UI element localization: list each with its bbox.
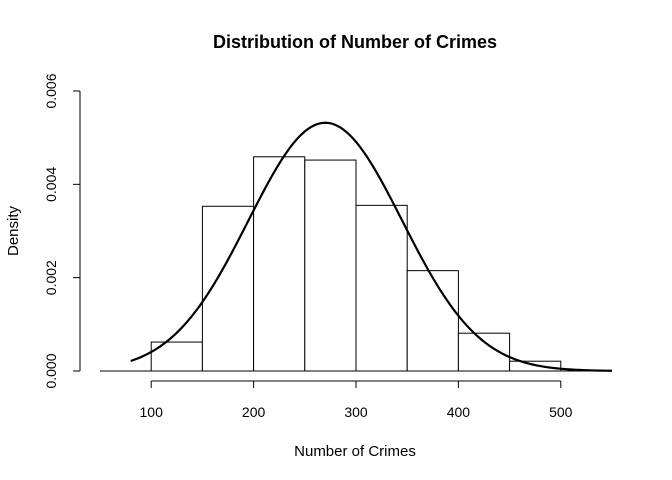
y-tick-label-0.002: 0.002	[43, 260, 59, 295]
x-tick-label-400: 400	[447, 404, 471, 420]
chart-title: Distribution of Number of Crimes	[213, 32, 497, 52]
y-axis-label: Density	[5, 205, 22, 256]
y-tick-label-0.004: 0.004	[43, 167, 59, 202]
histogram-bar-250-300	[304, 159, 357, 372]
density-curve	[130, 121, 613, 372]
y-tick-label-0.000: 0.000	[43, 353, 59, 388]
y-axis: 0.000 0.002 0.004 0.006	[43, 73, 81, 389]
x-tick-label-200: 200	[242, 404, 266, 420]
histogram-bar-300-350	[355, 204, 408, 372]
density-curve-group	[130, 121, 613, 372]
histogram-bar-400-450	[457, 332, 511, 372]
histogram-bar-200-250	[253, 156, 306, 372]
y-tick-label-0.006: 0.006	[43, 73, 59, 108]
x-tick-label-300: 300	[344, 404, 368, 420]
histogram-bars	[150, 156, 562, 372]
x-tick-label-500: 500	[549, 404, 573, 420]
x-axis-label: Number of Crimes	[294, 443, 416, 460]
x-axis: 100 200 300 400 500	[140, 380, 573, 420]
histogram-bar-350-400	[406, 270, 459, 372]
x-tick-label-100: 100	[140, 404, 164, 420]
